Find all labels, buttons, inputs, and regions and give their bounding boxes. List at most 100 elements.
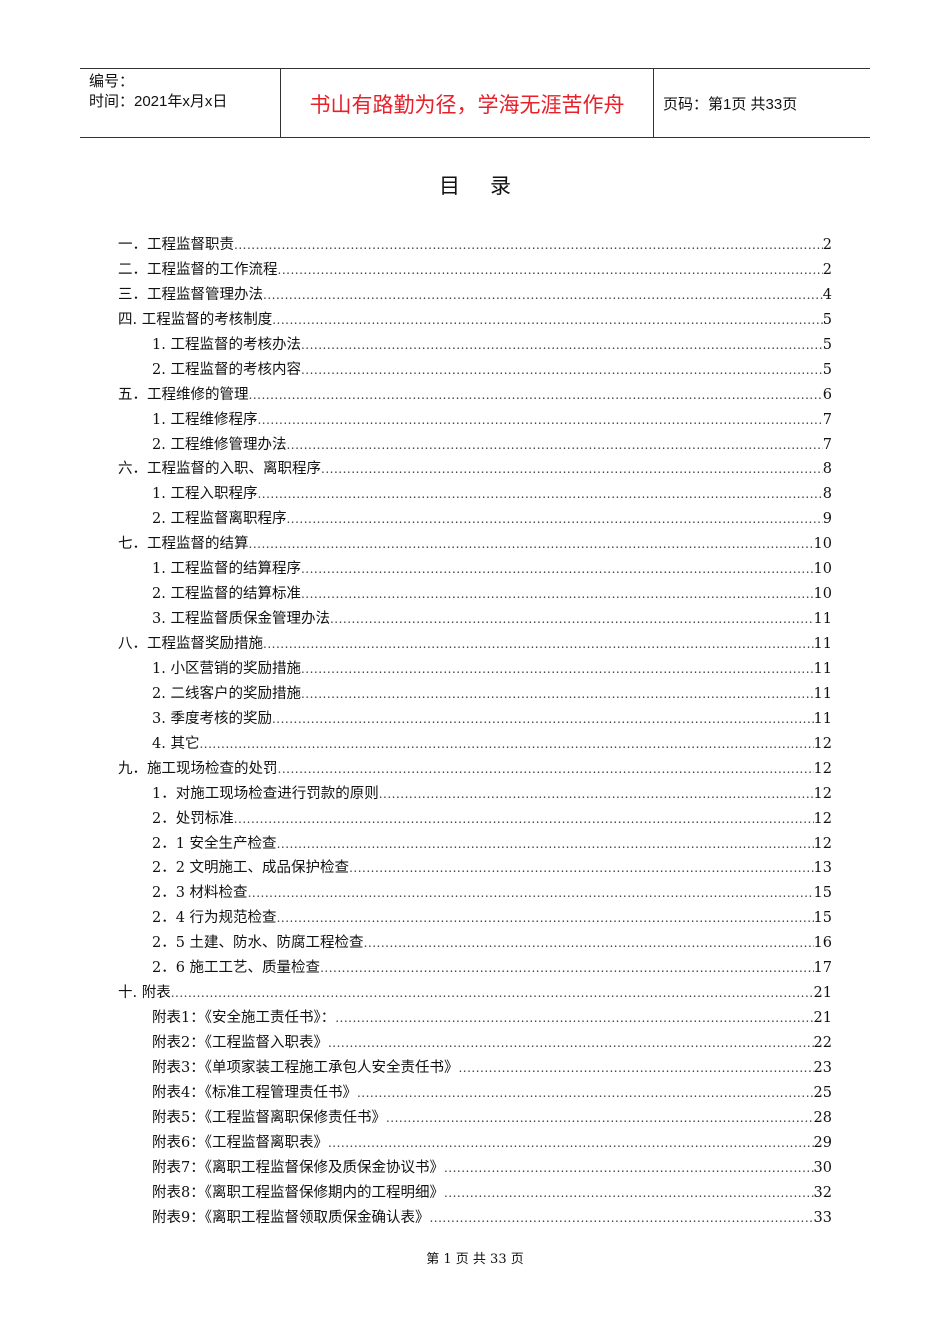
dot-leader xyxy=(301,683,814,705)
dot-leader xyxy=(263,633,814,655)
toc-entry-page: 21 xyxy=(813,985,832,1002)
dot-leader xyxy=(364,932,814,954)
toc-entry[interactable]: 2. 工程监督离职程序 9 xyxy=(118,508,832,533)
toc-entry-page: 5 xyxy=(822,361,832,378)
dot-leader xyxy=(171,982,814,1004)
dot-leader xyxy=(429,1207,813,1229)
toc-title: 目录 xyxy=(439,174,541,198)
toc-entry-page: 4 xyxy=(822,286,832,303)
dot-leader xyxy=(249,384,823,406)
toc-entry[interactable]: 附表6：《工程监督离职表》 29 xyxy=(118,1132,832,1157)
toc-entry[interactable]: 附表9：《离职工程监督领取质保金确认表》 33 xyxy=(118,1207,832,1232)
toc-entry-page: 22 xyxy=(813,1035,832,1051)
toc-entry[interactable]: 附表1：《安全施工责任书》： 21 xyxy=(118,1007,832,1032)
toc-entry[interactable]: 1．对施工现场检查进行罚款的原则 12 xyxy=(118,783,832,808)
toc-entry[interactable]: 3. 工程监督质保金管理办法 11 xyxy=(118,608,832,633)
dot-leader xyxy=(328,1032,814,1054)
dot-leader xyxy=(321,458,823,480)
toc-entry[interactable]: 附表5：《工程监督离职保修责任书》 28 xyxy=(118,1107,832,1132)
toc-entry-label: 2．1 安全生产检查 xyxy=(152,835,277,852)
table-of-contents: 一．工程监督职责 2 二．工程监督的工作流程 2 三．工程监督管理办法 4 四. 工程监督的… xyxy=(118,234,832,1232)
toc-entry-page: 33 xyxy=(813,1209,832,1226)
toc-entry[interactable]: 2．4 行为规范检查 15 xyxy=(118,907,832,932)
dot-leader xyxy=(277,907,814,929)
toc-entry-label: 3. 工程监督质保金管理办法 xyxy=(152,611,330,628)
toc-entry-page: 23 xyxy=(813,1059,832,1076)
toc-entry-page: 12 xyxy=(813,835,832,852)
toc-entry-page: 5 xyxy=(822,311,832,328)
toc-entry[interactable]: 七．工程监督的结算 10 xyxy=(118,533,832,558)
page-header: 编号： 时间：2021年x月x日 书山有路勤为径，学海无涯苦作舟 页码：第1页 … xyxy=(80,68,870,138)
toc-entry[interactable]: 八．工程监督奖励措施 11 xyxy=(118,633,832,658)
dot-leader xyxy=(301,658,814,680)
dot-leader xyxy=(301,334,823,356)
toc-entry-page: 32 xyxy=(813,1184,832,1201)
toc-entry-label: 附表8：《离职工程监督保修期内的工程明细》 xyxy=(152,1184,444,1201)
toc-entry-label: 1．对施工现场检查进行罚款的原则 xyxy=(152,785,379,802)
toc-entry-page: 12 xyxy=(813,735,832,752)
toc-entry[interactable]: 一．工程监督职责 2 xyxy=(118,234,832,259)
toc-entry[interactable]: 四. 工程监督的考核制度 5 xyxy=(118,309,832,334)
toc-entry[interactable]: 1. 工程监督的结算程序 10 xyxy=(118,558,832,583)
toc-entry[interactable]: 附表3：《单项家装工程施工承包人安全责任书》 23 xyxy=(118,1057,832,1082)
toc-entry-label: 2. 工程监督的考核内容 xyxy=(152,361,301,378)
toc-entry[interactable]: 六．工程监督的入职、离职程序 8 xyxy=(118,458,832,483)
dot-leader xyxy=(444,1157,814,1179)
toc-entry[interactable]: 二．工程监督的工作流程 2 xyxy=(118,259,832,284)
toc-entry[interactable]: 附表7：《离职工程监督保修及质保金协议书》 30 xyxy=(118,1157,832,1182)
toc-entry[interactable]: 附表4：《标准工程管理责任书》 25 xyxy=(118,1082,832,1107)
toc-entry-page: 10 xyxy=(813,586,832,603)
dot-leader xyxy=(349,857,813,879)
toc-entry[interactable]: 2．5 土建、防水、防腐工程检查 16 xyxy=(118,932,832,957)
dot-leader xyxy=(458,1057,813,1079)
toc-entry-page: 17 xyxy=(813,960,832,977)
dot-leader xyxy=(286,508,822,530)
toc-entry[interactable]: 3. 季度考核的奖励 11 xyxy=(118,708,832,733)
toc-entry[interactable]: 1. 小区营销的奖励措施 11 xyxy=(118,658,832,683)
toc-entry-page: 15 xyxy=(813,885,832,902)
toc-entry[interactable]: 2. 工程监督的考核内容 5 xyxy=(118,359,832,384)
dot-leader xyxy=(199,733,813,755)
toc-entry-page: 11 xyxy=(813,636,832,652)
toc-entry[interactable]: 1. 工程维修程序 7 xyxy=(118,409,832,434)
toc-entry[interactable]: 4. 其它 12 xyxy=(118,733,832,758)
toc-entry-page: 16 xyxy=(813,935,832,952)
dot-leader xyxy=(357,1082,814,1104)
toc-entry[interactable]: 十. 附表 21 xyxy=(118,982,832,1007)
toc-entry-page: 10 xyxy=(813,536,832,553)
toc-entry[interactable]: 附表2：《工程监督入职表》 22 xyxy=(118,1032,832,1057)
toc-entry-label: 八．工程监督奖励措施 xyxy=(118,636,263,652)
toc-entry[interactable]: 三．工程监督管理办法 4 xyxy=(118,284,832,309)
toc-entry[interactable]: 2．3 材料检查 15 xyxy=(118,882,832,907)
toc-entry-label: 七．工程监督的结算 xyxy=(118,536,249,553)
toc-entry-label: 附表3：《单项家装工程施工承包人安全责任书》 xyxy=(152,1059,459,1076)
toc-entry[interactable]: 1. 工程监督的考核办法 5 xyxy=(118,334,832,359)
toc-entry-label: 附表6：《工程监督离职表》 xyxy=(152,1134,328,1151)
toc-entry[interactable]: 2．处罚标准 12 xyxy=(118,808,832,833)
toc-entry[interactable]: 2．2 文明施工、成品保护检查 13 xyxy=(118,857,832,882)
dot-leader xyxy=(248,882,814,904)
toc-entry-page: 12 xyxy=(813,810,832,827)
header-meta: 编号： 时间：2021年x月x日 xyxy=(80,69,281,137)
page-footer: 第 1 页 共 33 页 xyxy=(426,1252,524,1267)
dot-leader xyxy=(386,1107,814,1129)
toc-entry-label: 附表4：《标准工程管理责任书》 xyxy=(152,1084,357,1101)
toc-entry-page: 21 xyxy=(813,1010,832,1027)
dot-leader xyxy=(379,783,814,805)
toc-entry[interactable]: 2. 工程维修管理办法 7 xyxy=(118,434,832,459)
toc-entry[interactable]: 附表8：《离职工程监督保修期内的工程明细》 32 xyxy=(118,1182,832,1207)
toc-entry[interactable]: 2. 二线客户的奖励措施 11 xyxy=(118,683,832,708)
dot-leader xyxy=(335,1007,813,1029)
dot-leader xyxy=(286,434,822,456)
toc-entry[interactable]: 1. 工程入职程序 8 xyxy=(118,483,832,508)
toc-entry[interactable]: 2．6 施工工艺、质量检查 17 xyxy=(118,957,832,982)
toc-entry-page: 25 xyxy=(813,1084,832,1101)
toc-entry-label: 三．工程监督管理办法 xyxy=(118,286,263,303)
toc-entry[interactable]: 九．施工现场检查的处罚 12 xyxy=(118,758,832,783)
toc-entry[interactable]: 2. 工程监督的结算标准 10 xyxy=(118,583,832,608)
toc-entry-page: 11 xyxy=(813,710,832,727)
header-motto: 书山有路勤为径，学海无涯苦作舟 xyxy=(281,69,654,137)
toc-entry-label: 十. 附表 xyxy=(118,985,171,1002)
toc-entry[interactable]: 2．1 安全生产检查 12 xyxy=(118,833,832,858)
toc-entry[interactable]: 五．工程维修的管理 6 xyxy=(118,384,832,409)
